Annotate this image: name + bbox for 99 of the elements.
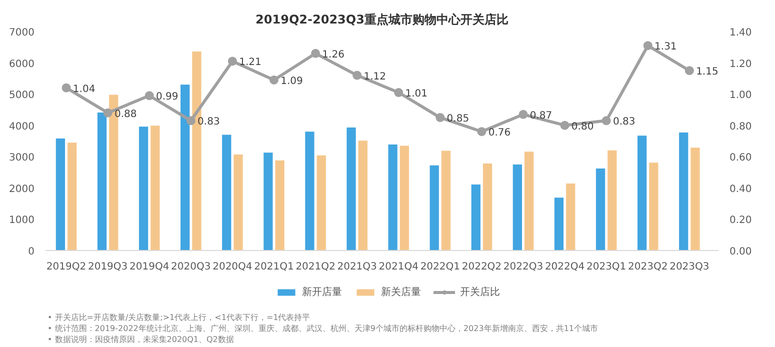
y2-tick-label: 1.00 (730, 90, 752, 102)
bar (138, 126, 148, 250)
chart-title: 2019Q2-2023Q3重点城市购物中心开关店比 (256, 12, 508, 26)
x-tick-label: 2019Q2 (46, 262, 86, 272)
y-tick-label: 1000 (9, 215, 35, 226)
x-tick-label: 2020Q4 (212, 262, 252, 272)
x-tick-label: 2019Q4 (130, 262, 170, 272)
x-tick-label: 2021Q1 (254, 262, 294, 272)
data-label: 1.09 (280, 76, 303, 87)
x-tick-label: 2022Q2 (462, 262, 502, 272)
y-tick-label: 6000 (9, 58, 35, 70)
y-tick-label: 4000 (9, 121, 35, 132)
data-label: 1.01 (405, 88, 428, 100)
bar (346, 128, 356, 250)
data-label: 1.21 (239, 57, 262, 68)
y-tick-label: 0 (28, 246, 35, 258)
bar (388, 144, 398, 250)
legend-label: 新开店量 (302, 286, 342, 299)
bar (524, 152, 534, 250)
y-tick-label: 5000 (9, 90, 35, 102)
y2-tick-label: 0.80 (730, 121, 752, 132)
data-label: 1.04 (72, 84, 96, 95)
data-label: 0.76 (488, 128, 511, 139)
bar (430, 165, 439, 250)
bar (482, 164, 492, 250)
bar (222, 134, 232, 250)
data-label: 1.31 (654, 42, 677, 53)
bar (68, 142, 77, 250)
bar (512, 164, 522, 250)
y2-tick-label: 0.20 (730, 215, 752, 226)
x-tick-label: 2022Q1 (420, 262, 460, 272)
x-tick-label: 2019Q3 (88, 262, 128, 272)
bar (566, 184, 576, 250)
data-label: 1.12 (364, 71, 386, 82)
bar (264, 152, 273, 250)
bar (400, 146, 410, 250)
x-tick-label: 2022Q4 (544, 262, 585, 272)
y2-tick-label: 1.40 (730, 28, 752, 38)
data-label: 0.87 (530, 110, 552, 122)
x-tick-label: 2022Q3 (503, 262, 544, 272)
point (602, 116, 611, 126)
bar (234, 154, 243, 250)
point (436, 113, 445, 122)
data-label: 0.83 (612, 116, 636, 128)
point (311, 48, 320, 58)
point (518, 110, 528, 119)
bar (305, 132, 314, 250)
x-tick-label: 2021Q3 (337, 262, 377, 272)
x-tick-label: 2021Q2 (296, 262, 336, 272)
point (144, 91, 154, 100)
bar (637, 136, 647, 250)
point (269, 76, 278, 84)
point (684, 66, 694, 76)
y-tick-label: 7000 (9, 28, 35, 38)
bar (471, 184, 480, 250)
bar (316, 155, 326, 250)
bar (275, 160, 284, 250)
data-label: 1.26 (322, 49, 344, 60)
text: • 数据说明：因疫情原因，未采集2020Q1、Q2数据 (48, 335, 234, 344)
y2-tick-label: 0.00 (730, 246, 752, 258)
point (228, 56, 237, 66)
y-tick-label: 3000 (9, 152, 35, 164)
point (62, 83, 71, 92)
bar (679, 132, 688, 250)
bar (690, 148, 700, 250)
data-label: 0.99 (156, 92, 178, 103)
x-tick-label: 2020Q3 (171, 262, 211, 272)
bar (441, 150, 451, 250)
bar (554, 198, 564, 250)
text: • 统计范围：2019-2022年统计北京、上海、广州、深圳、重庆、成都、武汉、杭州、天津9个城市的标杆购物中心，2023年新增南京、西安，共11个城市 (48, 324, 598, 333)
legend-label: 新关店量 (381, 286, 421, 299)
y2-tick-label: 0.40 (730, 184, 752, 195)
bar (649, 162, 658, 250)
bar (358, 140, 368, 250)
data-label: 1.15 (696, 66, 718, 78)
x-tick-label: 2023Q1 (586, 262, 626, 272)
point (186, 116, 196, 126)
legend-label: 开关店比 (460, 286, 500, 299)
y-tick-label: 2000 (9, 184, 35, 195)
point (477, 127, 486, 136)
data-label: 0.85 (446, 114, 470, 125)
bar (97, 112, 107, 250)
point (103, 108, 112, 118)
point (643, 41, 652, 50)
bar (150, 126, 160, 250)
x-tick-label: 2023Q3 (670, 262, 710, 272)
bar (56, 138, 66, 250)
x-tick-label: 2021Q4 (378, 262, 418, 272)
bar (608, 150, 617, 250)
data-label: 0.80 (571, 121, 594, 132)
point (352, 70, 362, 80)
text: • 开关店比=开店数量/关店数量;>1代表上行，<1代表下行，=1代表持平 (48, 313, 310, 322)
y2-tick-label: 0.60 (730, 152, 752, 164)
x-tick-label: 2023Q2 (628, 262, 668, 272)
y2-tick-label: 1.20 (730, 58, 752, 70)
bar (180, 84, 190, 250)
point (560, 120, 570, 130)
point (394, 88, 404, 97)
bar (596, 168, 606, 250)
